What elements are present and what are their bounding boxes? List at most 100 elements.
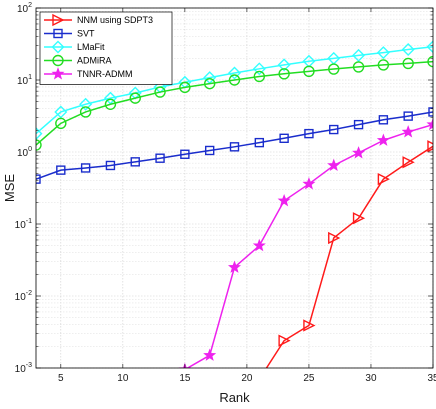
y-tick-label: 10-2: [15, 290, 32, 303]
legend-label: NNM using SDPT3: [77, 15, 153, 25]
legend-entry: TNNR-ADMM: [44, 67, 133, 80]
data-point: [403, 111, 413, 121]
series-layer: [36, 40, 433, 368]
series-line: [36, 111, 433, 180]
data-point: [376, 46, 390, 60]
data-point: [329, 124, 339, 135]
x-tick-label: 10: [117, 373, 129, 384]
data-point: [328, 231, 341, 245]
y-tick-exponent: 0: [28, 146, 32, 153]
data-point: [327, 158, 341, 172]
y-tick-base: 10: [15, 220, 27, 231]
legend-label: LMaFit: [77, 42, 105, 52]
series-1: [36, 107, 433, 184]
data-point: [376, 133, 390, 146]
data-point: [155, 153, 165, 163]
data-point: [277, 58, 291, 72]
x-tick-label: 5: [58, 373, 64, 384]
data-point: [402, 156, 415, 169]
data-point: [401, 43, 415, 57]
data-point: [80, 163, 91, 173]
legend-entry: NNM using SDPT3: [44, 13, 153, 27]
legend-marker: [53, 28, 63, 39]
data-point: [229, 142, 240, 152]
data-point: [203, 348, 217, 361]
series-line: [36, 45, 433, 135]
data-point: [203, 77, 216, 90]
y-axis-title: MSE: [2, 174, 17, 203]
data-point: [352, 212, 366, 225]
legend-marker: [51, 67, 65, 80]
y-tick-exponent: 1: [28, 74, 32, 81]
data-point: [179, 81, 191, 94]
y-tick-label: 100: [17, 146, 32, 159]
data-point: [254, 137, 265, 148]
series-3: [36, 55, 433, 151]
data-point: [378, 115, 389, 125]
y-tick-label: 101: [17, 74, 32, 87]
data-point: [204, 145, 215, 156]
data-point: [252, 238, 266, 252]
data-point: [129, 92, 141, 104]
data-point: [79, 97, 93, 111]
data-point: [426, 117, 433, 131]
data-point: [427, 55, 433, 68]
y-tick-base: 10: [17, 148, 29, 159]
y-tick-label: 10-1: [15, 218, 32, 231]
data-point: [352, 146, 366, 159]
data-point: [427, 140, 433, 153]
data-point: [278, 334, 291, 347]
legend-marker: [52, 13, 65, 27]
series-line: [36, 60, 433, 146]
series-4: [178, 117, 433, 368]
data-point: [426, 40, 433, 54]
y-tick-base: 10: [17, 76, 29, 87]
grid: [36, 7, 434, 369]
data-point: [54, 105, 68, 119]
y-tick-label: 10-3: [15, 362, 32, 375]
y-tick-base: 10: [15, 364, 27, 375]
data-point: [303, 319, 316, 332]
data-point: [352, 48, 366, 62]
data-point: [328, 63, 340, 75]
legend-label: ADMiRA: [77, 56, 112, 66]
legend-marker: [51, 40, 65, 54]
data-point: [253, 70, 266, 83]
data-point: [79, 106, 92, 118]
x-tick-label: 25: [303, 373, 315, 384]
data-point: [402, 57, 414, 70]
data-point: [377, 59, 390, 71]
data-point: [428, 107, 433, 117]
y-tick-base: 10: [15, 292, 27, 303]
data-point: [252, 62, 266, 76]
data-point: [303, 65, 315, 78]
data-point: [278, 68, 290, 80]
legend-entry: ADMiRA: [44, 54, 112, 67]
data-point: [304, 128, 314, 139]
data-point: [104, 98, 117, 110]
data-point: [130, 157, 140, 167]
x-tick-label: 35: [427, 373, 436, 384]
legend-entry: SVT: [44, 29, 95, 39]
data-point: [180, 149, 190, 159]
data-point: [36, 127, 43, 141]
y-tick-label: 102: [17, 2, 32, 15]
data-point: [353, 119, 364, 130]
y-tick-exponent: -3: [26, 362, 32, 369]
data-point: [277, 193, 291, 207]
plot-frame: [35, 7, 434, 369]
y-tick-exponent: -1: [26, 218, 32, 225]
data-point: [228, 66, 241, 80]
data-point: [401, 125, 415, 138]
y-tick-exponent: 2: [28, 2, 32, 9]
series-0: [265, 140, 433, 368]
data-point: [55, 117, 67, 130]
data-point: [36, 139, 42, 151]
x-tick-label: 30: [365, 373, 377, 384]
series-line: [265, 145, 433, 368]
data-point: [302, 177, 316, 190]
data-point: [154, 86, 166, 98]
x-tick-label: 20: [241, 373, 253, 384]
